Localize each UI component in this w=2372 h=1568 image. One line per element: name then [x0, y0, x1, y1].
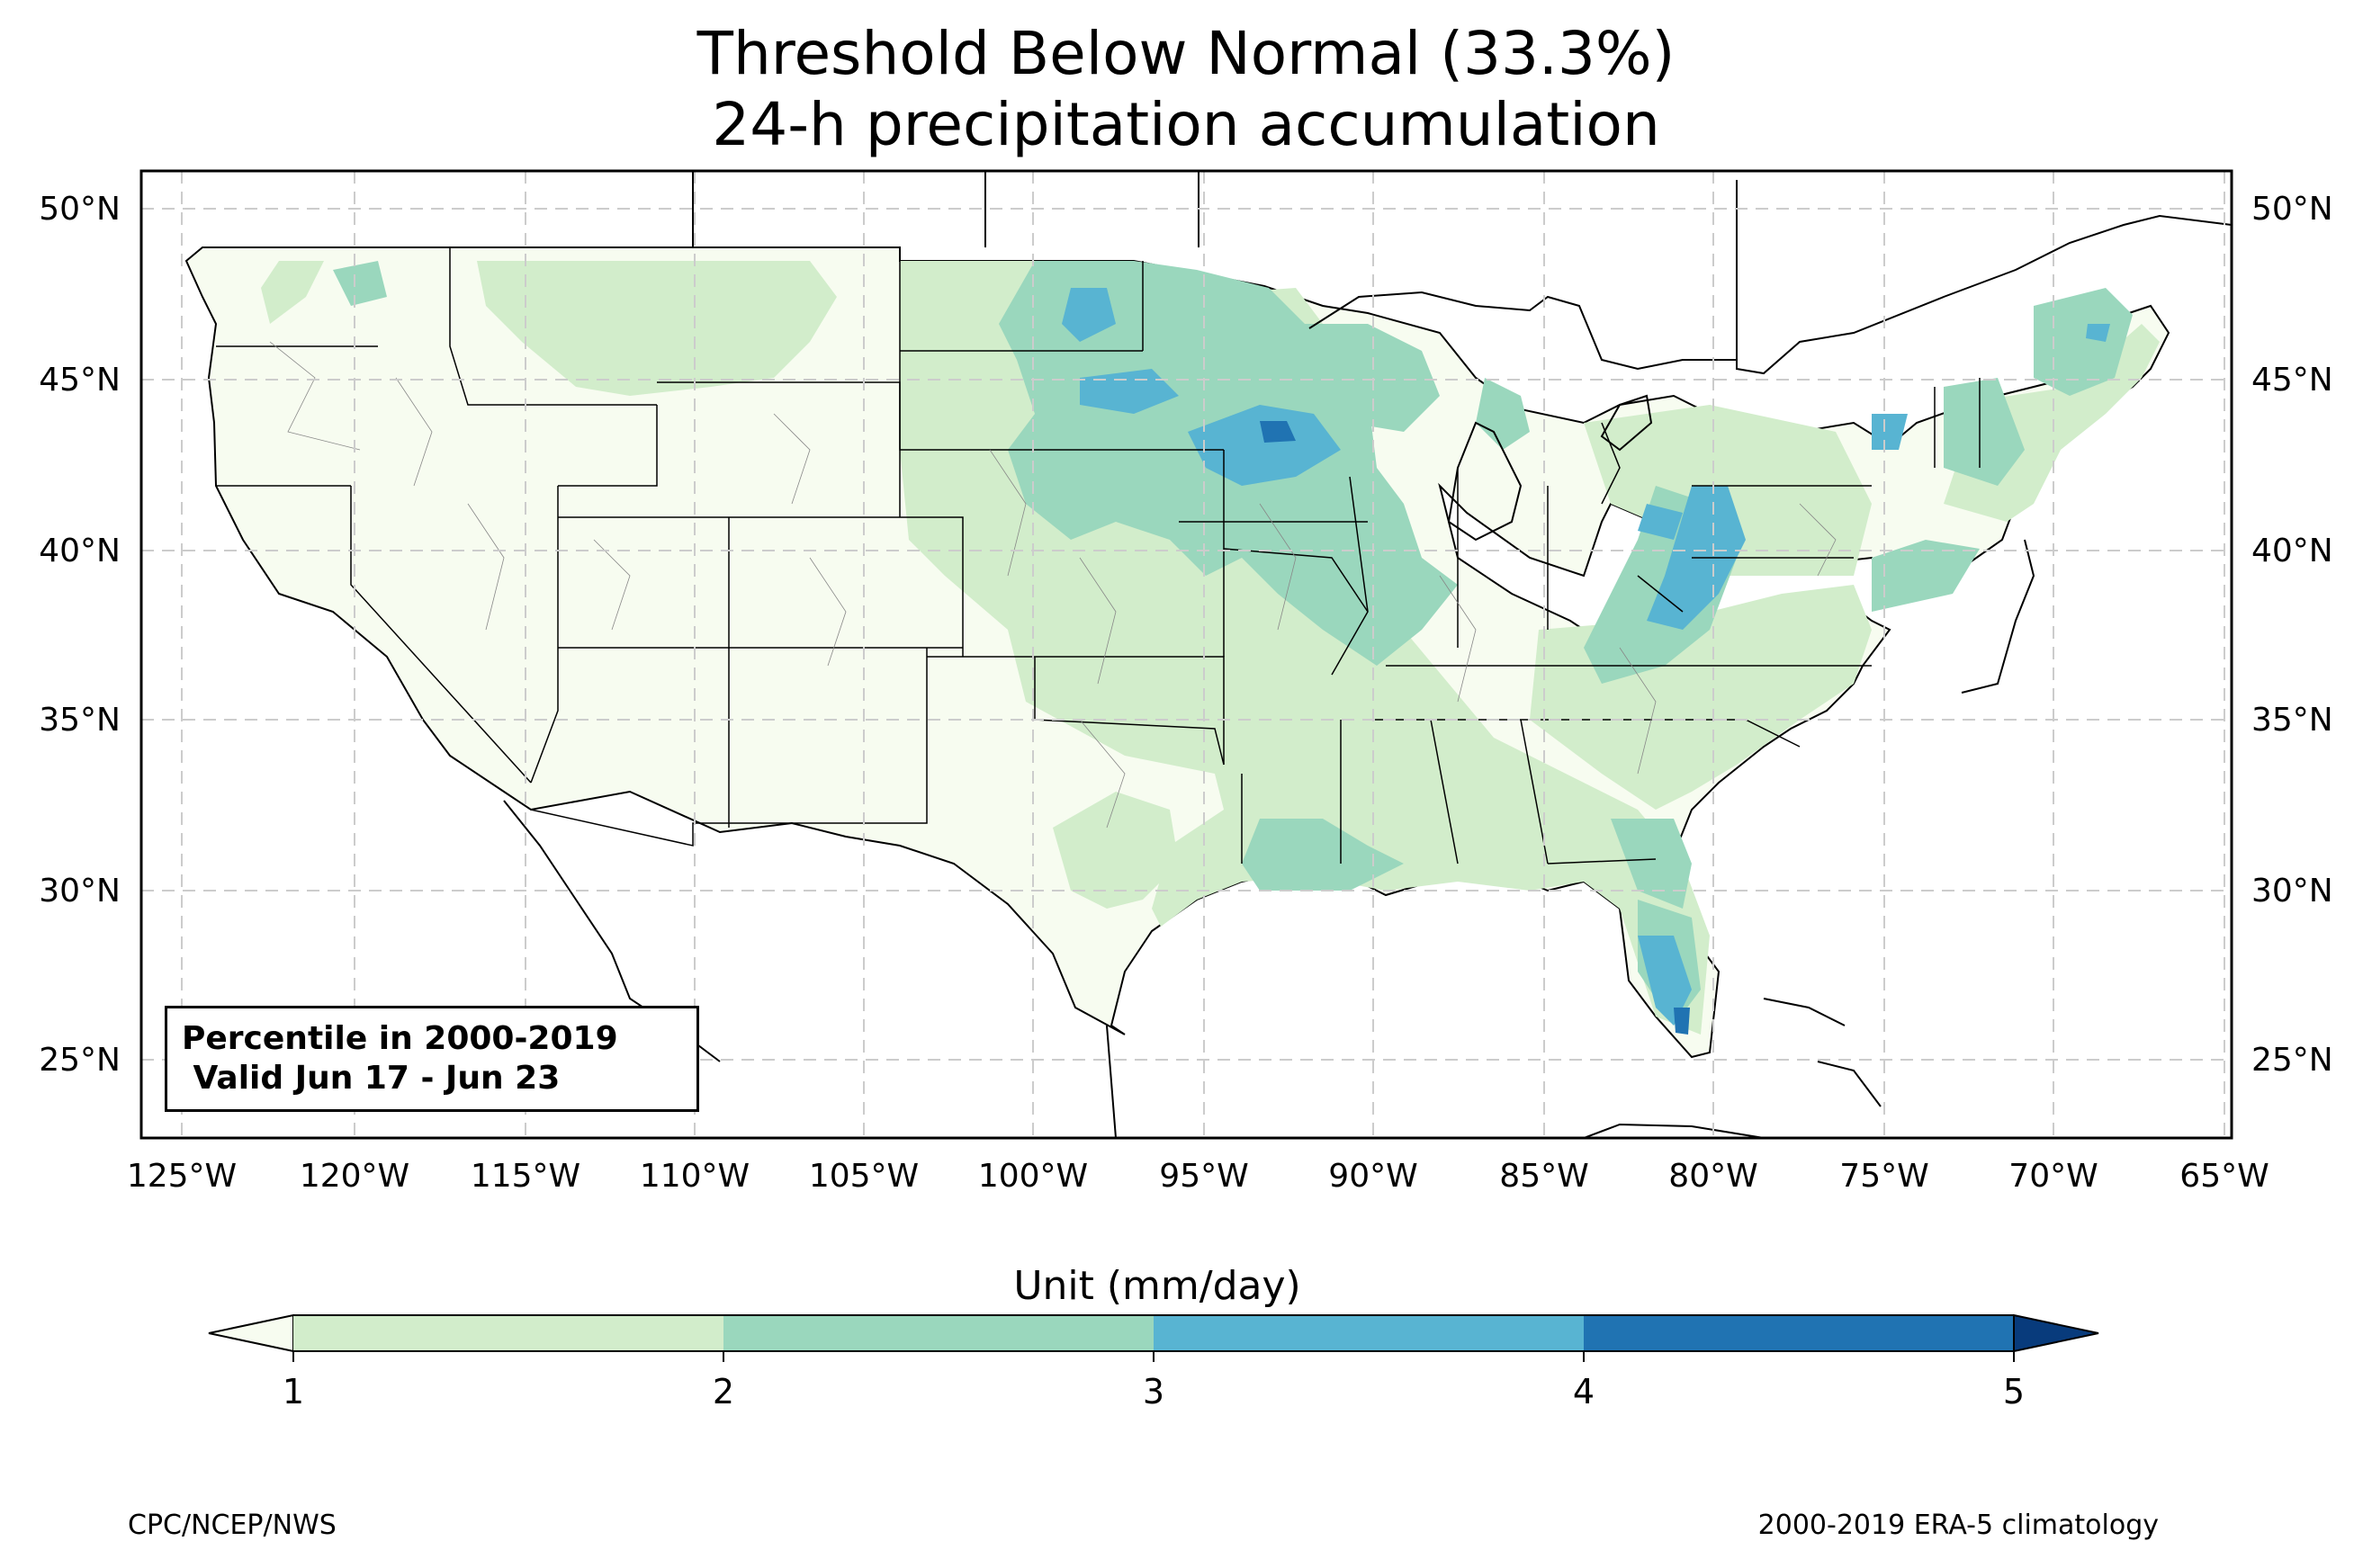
lat-label: 40°N — [2251, 533, 2333, 569]
lon-label: 75°W — [1839, 1158, 1928, 1195]
info-line-period: Percentile in 2000-2019 — [182, 1020, 618, 1057]
lon-label: 120°W — [300, 1158, 409, 1195]
footer-climatology: 2000-2019 ERA-5 climatology — [1757, 1510, 2159, 1541]
lon-label: 110°W — [640, 1158, 750, 1195]
level-2-3 — [333, 261, 2133, 1026]
map-frame — [139, 169, 2233, 1140]
colorbar-tick-label: 2 — [713, 1372, 734, 1411]
lon-label: 65°W — [2179, 1158, 2269, 1195]
colorbar-tick-label: 4 — [1573, 1372, 1595, 1411]
lat-labels-left: 25°N 30°N 35°N 40°N 45°N 50°N — [39, 191, 121, 1079]
footer-source: CPC/NCEP/NWS — [128, 1510, 337, 1541]
lat-label: 30°N — [2251, 873, 2333, 909]
lon-label: 100°W — [978, 1158, 1088, 1195]
border-lines — [503, 171, 2232, 1138]
colorbar-segment — [1584, 1315, 2014, 1351]
level-4-5 — [1260, 421, 1690, 1035]
lat-label: 50°N — [2251, 191, 2333, 228]
colorbar-segment — [723, 1315, 1154, 1351]
colorbar-tick-label: 3 — [1143, 1372, 1164, 1411]
state-lines — [216, 247, 1981, 865]
lat-label: 50°N — [39, 191, 121, 228]
colorbar: 1 2 3 4 5 — [208, 1313, 2099, 1411]
lat-label: 45°N — [39, 362, 121, 399]
lon-label: 70°W — [2008, 1158, 2098, 1195]
colorbar-segment — [1154, 1315, 1584, 1351]
colorbar-tick-marks — [292, 1351, 2015, 1362]
lat-labels-right: 25°N 30°N 35°N 40°N 45°N 50°N — [2251, 191, 2333, 1079]
lon-label: 90°W — [1328, 1158, 1417, 1195]
gridlines — [141, 171, 2232, 1138]
colorbar-segment — [293, 1315, 723, 1351]
lon-labels: 125°W 120°W 115°W 110°W 105°W 100°W 95°W… — [127, 1158, 2269, 1195]
chart-subtitle: 24-h precipitation accumulation — [712, 90, 1660, 159]
colorbar-tick-label: 1 — [283, 1372, 304, 1411]
colorbar-tick-label: 5 — [2003, 1372, 2025, 1411]
info-box: Percentile in 2000-2019 Valid Jun 17 - J… — [165, 1006, 699, 1112]
info-line-valid: Valid Jun 17 - Jun 23 — [182, 1060, 561, 1097]
lon-label: 105°W — [809, 1158, 919, 1195]
lat-label: 45°N — [2251, 362, 2333, 399]
lat-label: 30°N — [39, 873, 121, 909]
lon-label: 80°W — [1668, 1158, 1757, 1195]
colorbar-label: Unit (mm/day) — [0, 1263, 2372, 1309]
lat-label: 25°N — [39, 1042, 121, 1079]
colorbar-label-text: Unit (mm/day) — [1013, 1263, 1301, 1309]
lon-label: 95°W — [1159, 1158, 1248, 1195]
lon-label: 85°W — [1499, 1158, 1588, 1195]
lon-label: 115°W — [471, 1158, 580, 1195]
lat-label: 35°N — [39, 702, 121, 739]
colorbar-extend-high — [2013, 1313, 2099, 1353]
lat-label: 25°N — [2251, 1042, 2333, 1079]
county-lines — [269, 341, 1837, 829]
lon-label: 125°W — [127, 1158, 237, 1195]
lat-label: 35°N — [2251, 702, 2333, 739]
colorbar-extend-low — [208, 1313, 294, 1353]
map-area — [184, 171, 2232, 1138]
chart-title: Threshold Below Normal (33.3%) — [696, 19, 1676, 88]
lat-label: 40°N — [39, 533, 121, 569]
